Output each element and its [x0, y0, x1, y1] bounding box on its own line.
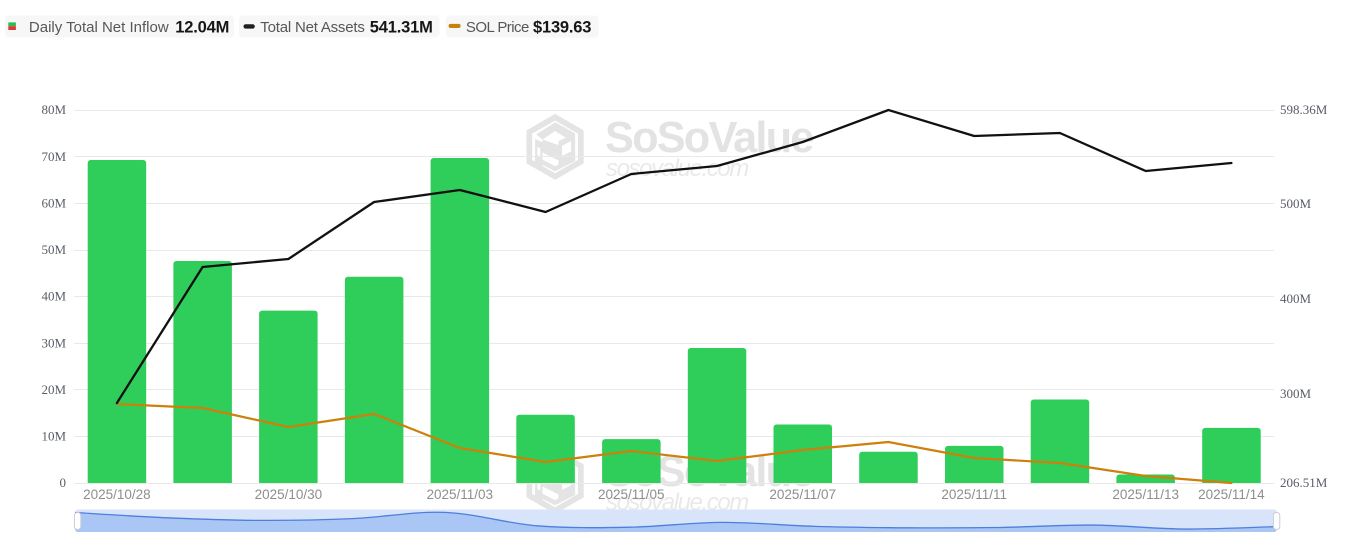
svg-text:300M: 300M [1280, 386, 1312, 401]
svg-text:2025/11/03: 2025/11/03 [427, 487, 494, 502]
svg-text:2025/11/14: 2025/11/14 [1198, 487, 1265, 502]
svg-text:$139.63: $139.63 [533, 18, 591, 36]
svg-text:20M: 20M [41, 382, 66, 397]
svg-text:Daily Total Net Inflow: Daily Total Net Inflow [29, 19, 169, 36]
svg-text:12.04M: 12.04M [175, 18, 229, 36]
svg-text:2025/11/05: 2025/11/05 [598, 487, 665, 502]
svg-text:541.31M: 541.31M [370, 18, 433, 36]
svg-text:50M: 50M [41, 242, 66, 257]
svg-text:Total Net Assets: Total Net Assets [260, 19, 364, 36]
svg-text:70M: 70M [41, 149, 66, 164]
svg-text:40M: 40M [41, 289, 66, 304]
svg-text:80M: 80M [41, 102, 66, 117]
svg-text:0: 0 [60, 475, 67, 490]
svg-text:2025/11/13: 2025/11/13 [1112, 487, 1179, 502]
svg-text:400M: 400M [1280, 291, 1312, 306]
svg-text:10M: 10M [41, 429, 66, 444]
svg-text:2025/11/07: 2025/11/07 [769, 487, 836, 502]
svg-text:500M: 500M [1280, 196, 1312, 211]
svg-text:2025/11/11: 2025/11/11 [941, 487, 1007, 502]
svg-text:598.36M: 598.36M [1280, 102, 1328, 117]
svg-text:30M: 30M [41, 335, 66, 350]
svg-text:60M: 60M [41, 196, 66, 211]
svg-text:2025/10/30: 2025/10/30 [255, 487, 323, 502]
svg-text:206.51M: 206.51M [1280, 475, 1328, 490]
svg-text:2025/10/28: 2025/10/28 [83, 487, 151, 502]
svg-text:SOL Price: SOL Price [466, 19, 529, 36]
